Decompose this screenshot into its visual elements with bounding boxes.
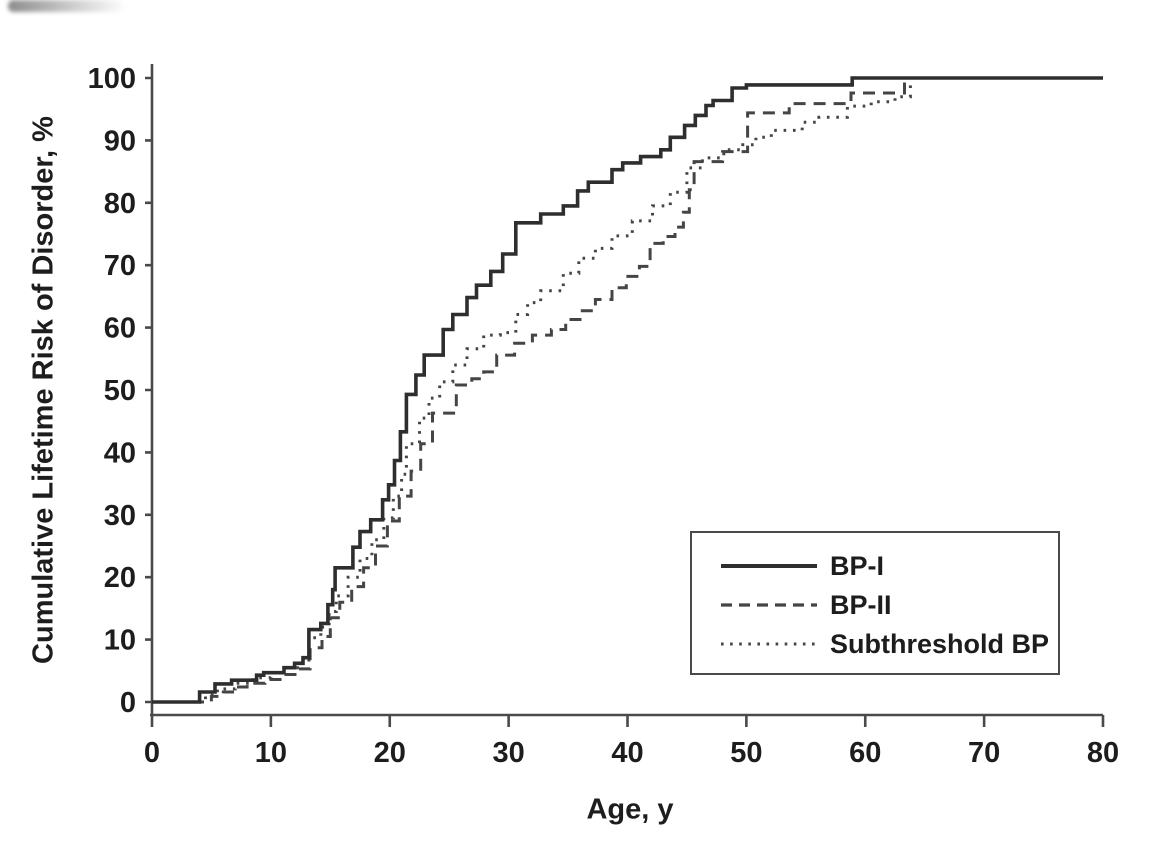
legend-line-solid-icon [721, 564, 817, 568]
legend-label-bp1: BP-I [830, 550, 884, 581]
x-tick-label: 60 [849, 737, 881, 769]
legend-item-subthreshold: Subthreshold BP [720, 629, 1058, 659]
legend-line-dotted-icon [721, 642, 817, 646]
y-tick-label: 100 [88, 63, 136, 95]
x-tick-label: 80 [1087, 737, 1119, 769]
y-tick-label: 60 [104, 313, 136, 345]
scan-artifact [8, 0, 126, 12]
x-tick-label: 0 [144, 737, 160, 769]
legend-label-subthreshold: Subthreshold BP [830, 628, 1050, 659]
y-tick-label: 90 [104, 125, 136, 157]
series-line-bp-i [152, 76, 1103, 704]
x-axis-ticks [150, 715, 1105, 727]
x-tick-label: 50 [730, 737, 762, 769]
y-tick-label: 50 [104, 375, 136, 407]
y-tick-label: 0 [120, 687, 136, 719]
y-tick-label: 10 [104, 625, 136, 657]
legend-item-bp2: BP-II [720, 590, 1058, 620]
x-tick-label: 30 [492, 737, 524, 769]
x-tick-label: 10 [255, 737, 287, 769]
legend-label-bp2: BP-II [830, 589, 892, 620]
legend-line-dashed-icon [721, 603, 817, 607]
y-axis-title: Cumulative Lifetime Risk of Disorder, % [28, 116, 61, 664]
series-line-bp-ii [152, 76, 1103, 704]
legend-item-bp1: BP-I [720, 551, 1058, 581]
x-tick-label: 40 [611, 737, 643, 769]
y-tick-label: 30 [104, 500, 136, 532]
legend: BP-I BP-II Subthreshold BP [690, 531, 1060, 675]
y-tick-label: 80 [104, 188, 136, 220]
y-axis-title-text: Cumulative Lifetime Risk of Disorder, % [27, 116, 60, 664]
x-axis-title: Age, y [586, 794, 673, 827]
y-tick-label: 20 [104, 562, 136, 594]
x-tick-label: 70 [968, 737, 1000, 769]
y-axis-ticks [145, 76, 152, 704]
y-tick-label: 40 [104, 437, 136, 469]
x-axis-title-text: Age, y [586, 793, 674, 826]
y-tick-label: 70 [104, 250, 136, 282]
x-tick-label: 20 [374, 737, 406, 769]
